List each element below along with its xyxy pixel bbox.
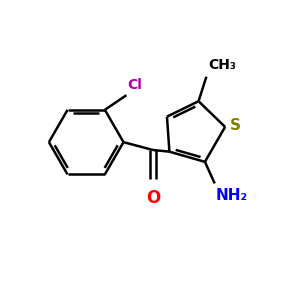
Text: Cl: Cl — [128, 78, 142, 92]
Text: NH₂: NH₂ — [216, 188, 248, 203]
Text: S: S — [230, 118, 241, 134]
Text: CH₃: CH₃ — [208, 58, 236, 72]
Text: O: O — [146, 189, 160, 207]
